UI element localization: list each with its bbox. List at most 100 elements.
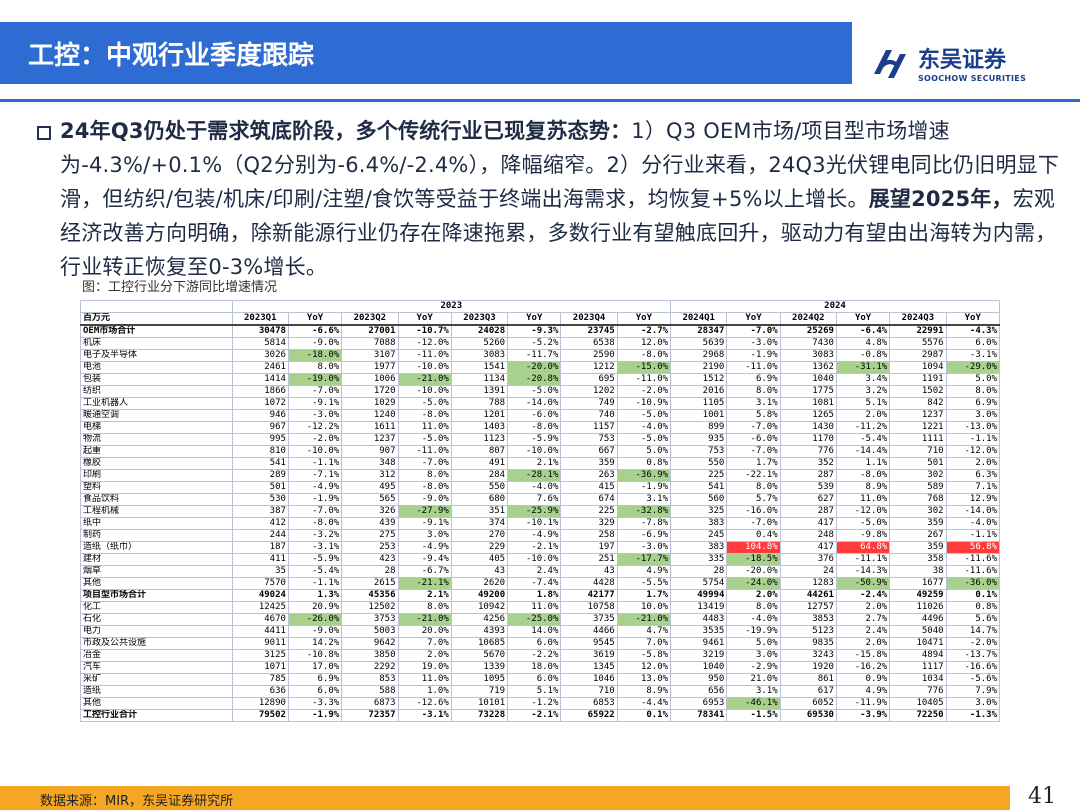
table-cell: -11.2% — [835, 421, 891, 434]
table-cell: -2.9% — [726, 661, 781, 674]
table-cell: -1.1% — [287, 457, 343, 470]
summary-text-1: 1）Q3 OEM市场/项目型市场增速为-4.3%/+0.1%（Q2分别为-6.4… — [60, 119, 1060, 211]
table-cell: 412 — [231, 517, 289, 530]
table-cell: -5.0% — [397, 433, 452, 446]
table-cell: 1611 — [341, 421, 399, 434]
table-cell: 788 — [450, 397, 509, 410]
table-row: 化工 12425 20.9% 12502 8.0% 10942 11.0% 10758 10.0… — [80, 601, 1001, 614]
table-cell: 1265 — [779, 409, 837, 422]
table-cell: -9.0% — [287, 625, 343, 638]
table-cell: 0.9% — [835, 673, 891, 686]
table-cell: -36.9% — [616, 469, 672, 482]
table-cell: 2968 — [670, 349, 728, 362]
table-cell: 2.0% — [945, 457, 1001, 470]
table-cell: 1920 — [779, 661, 837, 674]
table-cell: 351 — [450, 505, 509, 518]
table-cell: 946 — [231, 409, 289, 422]
table-row: 包装 1414 -19.0% 1006 -21.0% 1134 -20.8% 695 -11.0… — [80, 373, 1001, 386]
row-label: 橡胶 — [80, 457, 233, 470]
table-cell: 1414 — [231, 373, 289, 386]
table-cell: 1.0% — [397, 685, 452, 698]
table-cell: -7.0% — [287, 505, 343, 518]
table-row: 冶金 3125 -10.8% 3850 2.0% 5670 -2.2% 3619 -5.8% 32… — [80, 649, 1001, 662]
table-cell: -12.0% — [397, 337, 452, 350]
table-cell: 12757 — [779, 601, 837, 614]
table-cell: 56.8% — [945, 541, 1001, 554]
table-cell: -10.1% — [507, 517, 562, 530]
table-cell: 2620 — [450, 577, 509, 590]
table-cell: -3.9% — [835, 709, 891, 722]
table-cell: -13.0% — [945, 421, 1001, 434]
table-cell: -20.0% — [726, 565, 781, 578]
table-cell: 411 — [231, 553, 289, 566]
table-cell: 65922 — [560, 709, 618, 722]
table-cell: 72250 — [889, 709, 947, 722]
table-cell: 1977 — [341, 361, 399, 374]
table-cell: 8.0% — [726, 385, 781, 398]
table-cell: 5123 — [779, 625, 837, 638]
table-cell: 423 — [341, 553, 399, 566]
table-cell: 1403 — [450, 421, 509, 434]
table-cell: 0.8% — [945, 601, 1001, 614]
table-cell: 73228 — [450, 709, 509, 722]
table-cell: -4.9% — [397, 541, 452, 554]
table-cell: 23745 — [560, 324, 618, 338]
table-cell: 1095 — [450, 673, 509, 686]
table-cell: -5.2% — [507, 337, 562, 350]
table-cell: 10942 — [450, 601, 509, 614]
table-cell: 753 — [560, 433, 618, 446]
table-cell: -19.9% — [726, 625, 781, 638]
table-cell: -5.0% — [616, 409, 672, 422]
table-cell: 565 — [341, 493, 399, 506]
table-cell: -21.0% — [397, 373, 452, 386]
table-cell: 7430 — [779, 337, 837, 350]
table-cell: 3853 — [779, 613, 837, 626]
table-cell: 7088 — [341, 337, 399, 350]
row-label: 工业机器人 — [80, 397, 233, 410]
table-cell: 3083 — [779, 349, 837, 362]
table-cell: -5.5% — [616, 577, 672, 590]
table-cell: 3.0% — [397, 529, 452, 542]
table-cell: 312 — [341, 469, 399, 482]
table-cell: 3.4% — [835, 373, 891, 386]
table-cell: 501 — [889, 457, 947, 470]
table-cell: 1237 — [889, 409, 947, 422]
table-cell: 253 — [341, 541, 399, 554]
table-cell: 11026 — [889, 601, 947, 614]
table-cell: 14.2% — [287, 637, 343, 650]
column-header: YoY — [397, 312, 452, 326]
table-cell: 776 — [779, 445, 837, 458]
table-cell: -7.8% — [616, 517, 672, 530]
table-cell: -3.0% — [616, 541, 672, 554]
summary-bold-2: 展望2025年， — [868, 187, 1013, 211]
row-label: 机床 — [80, 337, 233, 350]
table-cell: 6052 — [779, 697, 837, 710]
table-cell: 8.0% — [287, 361, 343, 374]
table-cell: 710 — [560, 685, 618, 698]
table-cell: 5.1% — [835, 397, 891, 410]
table-cell: 43 — [450, 565, 509, 578]
table-cell: -8.0% — [397, 409, 452, 422]
table-cell: -4.3% — [945, 324, 1001, 338]
table-cell: 12.0% — [616, 661, 672, 674]
row-label: 其他 — [80, 577, 233, 590]
table-cell: 2.7% — [835, 613, 891, 626]
table-cell: -27.9% — [397, 505, 452, 518]
row-label: 化工 — [80, 601, 233, 614]
table-cell: -10.8% — [287, 649, 343, 662]
table-cell: 6.9% — [287, 673, 343, 686]
table-cell: 10758 — [560, 601, 618, 614]
row-label: 电力 — [80, 625, 233, 638]
table-cell: 3850 — [341, 649, 399, 662]
table-cell: 8.0% — [397, 469, 452, 482]
table-cell: 263 — [560, 469, 618, 482]
table-cell: 359 — [889, 541, 947, 554]
table-cell: -5.8% — [616, 649, 672, 662]
table-row: 塑料 501 -4.9% 495 -8.0% 550 -4.0% 415 -1.9% 541 8.0… — [80, 481, 1001, 494]
column-header: YoY — [287, 312, 343, 326]
summary-paragraph: 24年Q3仍处于需求筑底阶段，多个传统行业已现复苏态势：1）Q3 OEM市场/项… — [60, 114, 1060, 284]
table-cell: -6.0% — [507, 409, 562, 422]
table-cell: 302 — [889, 469, 947, 482]
table-cell: -4.0% — [616, 421, 672, 434]
table-cell: 560 — [670, 493, 728, 506]
